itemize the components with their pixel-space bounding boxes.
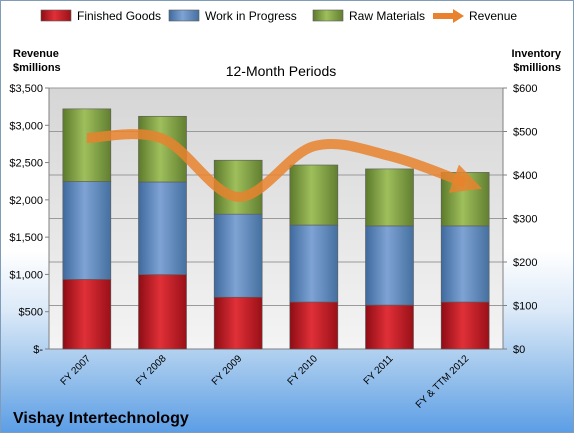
legend: Finished Goods Work in Progress Raw Materi… xyxy=(40,9,517,23)
left-axis: $- $500 $1,000 $1,500 $2,000 $2,500 $3,000 $3,5… xyxy=(9,83,50,356)
bar-finished-goods xyxy=(289,301,339,350)
bar-raw-materials xyxy=(62,108,112,182)
right-tick-label: $200 xyxy=(513,257,537,269)
bar-finished-goods xyxy=(365,304,414,350)
x-axis: FY 2007 FY 2008 FY 2009 FY 2010 FY 2011 FY & … xyxy=(59,353,472,411)
legend-label: Revenue xyxy=(469,9,517,23)
bar-work-in-progress xyxy=(289,224,339,303)
x-tick-label: FY & TTM 2012 xyxy=(414,353,472,411)
left-tick-label: $- xyxy=(33,344,43,356)
legend-swatch xyxy=(40,9,72,22)
legend-label: Finished Goods xyxy=(77,9,161,23)
x-tick-label: FY 2011 xyxy=(362,353,396,387)
left-axis-label-line2: $millions xyxy=(13,62,61,74)
left-axis-label-line1: Revenue xyxy=(13,48,59,60)
legend-arrow-head xyxy=(453,9,464,23)
x-tick-label: FY 2007 xyxy=(59,353,94,388)
right-tick-label: $0 xyxy=(513,344,525,356)
left-tick-label: $3,000 xyxy=(9,120,43,132)
legend-label: Raw Materials xyxy=(349,9,425,23)
revenue-line-path xyxy=(86,129,483,202)
left-tick-label: $2,000 xyxy=(9,195,43,207)
x-tick-label: FY 2010 xyxy=(286,353,321,388)
chart-title: 12-Month Periods xyxy=(226,63,337,79)
right-tick-label: $500 xyxy=(513,127,537,139)
bar-finished-goods xyxy=(62,279,112,350)
bar-finished-goods xyxy=(138,274,187,350)
legend-swatch xyxy=(168,9,200,22)
left-tick-label: $1,500 xyxy=(9,232,43,244)
left-tick-label: $500 xyxy=(19,307,43,319)
legend-swatch xyxy=(312,9,344,22)
right-tick-label: $400 xyxy=(513,170,537,182)
bar-work-in-progress xyxy=(440,225,490,303)
left-tick-label: $1,000 xyxy=(9,269,43,281)
bar-finished-goods xyxy=(440,301,490,350)
revenue-line xyxy=(86,129,483,202)
bar-raw-materials xyxy=(365,168,414,227)
right-tick-label: $100 xyxy=(513,301,537,313)
x-tick-label: FY 2008 xyxy=(134,353,169,388)
bar-finished-goods xyxy=(213,296,263,350)
bar-work-in-progress xyxy=(213,213,263,298)
bar-work-in-progress xyxy=(138,181,187,275)
right-tick-label: $600 xyxy=(513,83,537,95)
right-axis-label-line1: Inventory xyxy=(511,48,561,60)
bars xyxy=(62,108,490,350)
left-tick-label: $2,500 xyxy=(9,158,43,170)
right-axis-label-line2: $millions xyxy=(513,62,561,74)
company-name: Vishay Intertechnology xyxy=(13,410,189,427)
x-tick-label: FY 2009 xyxy=(210,353,245,388)
legend-label: Work in Progress xyxy=(205,9,297,23)
left-tick-label: $3,500 xyxy=(9,83,43,95)
bar-work-in-progress xyxy=(365,225,414,306)
bar-raw-materials xyxy=(289,164,339,226)
right-axis: $0 $100 $200 $300 $400 $500 $600 xyxy=(502,83,537,356)
bar-work-in-progress xyxy=(62,181,112,280)
right-tick-label: $300 xyxy=(513,214,537,226)
